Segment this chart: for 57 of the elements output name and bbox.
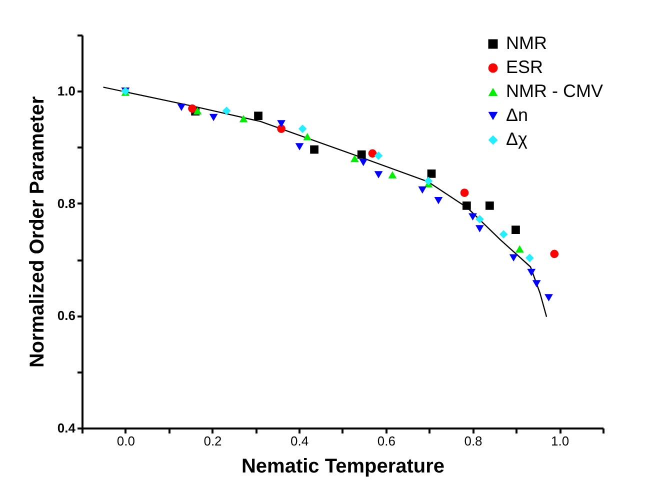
point xyxy=(544,294,553,302)
point xyxy=(188,104,196,113)
point xyxy=(295,143,304,150)
point xyxy=(427,169,436,178)
y-tick-label: 0.6 xyxy=(57,308,76,324)
y-tick-label: 0.4 xyxy=(57,420,76,436)
point xyxy=(239,115,248,122)
point xyxy=(193,107,202,114)
legend-label: NMR - CMV xyxy=(506,81,603,101)
point xyxy=(527,268,536,276)
point xyxy=(509,254,518,262)
point xyxy=(350,154,359,162)
point xyxy=(468,213,477,221)
point xyxy=(303,132,312,140)
point xyxy=(462,201,471,210)
point xyxy=(418,186,427,194)
point xyxy=(486,201,494,210)
point xyxy=(424,176,433,186)
point xyxy=(374,152,383,160)
legend-label: ESR xyxy=(506,57,544,77)
point xyxy=(357,150,366,159)
point xyxy=(222,106,231,115)
y-tick-label: 0.8 xyxy=(57,196,76,211)
x-tick-label: 0.6 xyxy=(377,434,396,448)
point xyxy=(310,145,318,154)
y-tick-label: 1.0 xyxy=(57,84,76,99)
x-tick-label: 0.4 xyxy=(290,434,309,448)
point xyxy=(388,171,397,178)
point xyxy=(550,250,559,258)
point xyxy=(177,104,186,112)
point xyxy=(499,230,508,238)
point xyxy=(525,254,534,262)
point xyxy=(277,124,286,133)
legend-label: Δn xyxy=(506,105,528,125)
point xyxy=(512,226,520,234)
point xyxy=(460,188,469,197)
point xyxy=(209,114,218,122)
point xyxy=(532,280,541,288)
x-tick-label: 0.8 xyxy=(464,434,482,448)
x-tick-label: 0.0 xyxy=(116,434,135,448)
point xyxy=(298,124,307,133)
legend-label: NMR xyxy=(506,33,547,53)
x-tick-label: 0.2 xyxy=(204,434,222,448)
point xyxy=(359,158,368,166)
x-axis-title: Nematic Temperature xyxy=(241,456,445,478)
point xyxy=(476,214,484,224)
point xyxy=(434,197,443,204)
legend-label: Δχ xyxy=(506,129,528,149)
x-tick-label: 1.0 xyxy=(551,434,570,448)
line-series xyxy=(102,86,548,318)
point xyxy=(368,149,377,158)
point xyxy=(254,112,262,120)
y-axis-title: Normalized Order Parameter xyxy=(26,96,48,368)
point xyxy=(515,245,524,253)
point xyxy=(476,225,484,232)
point xyxy=(374,171,383,178)
point xyxy=(277,120,286,128)
